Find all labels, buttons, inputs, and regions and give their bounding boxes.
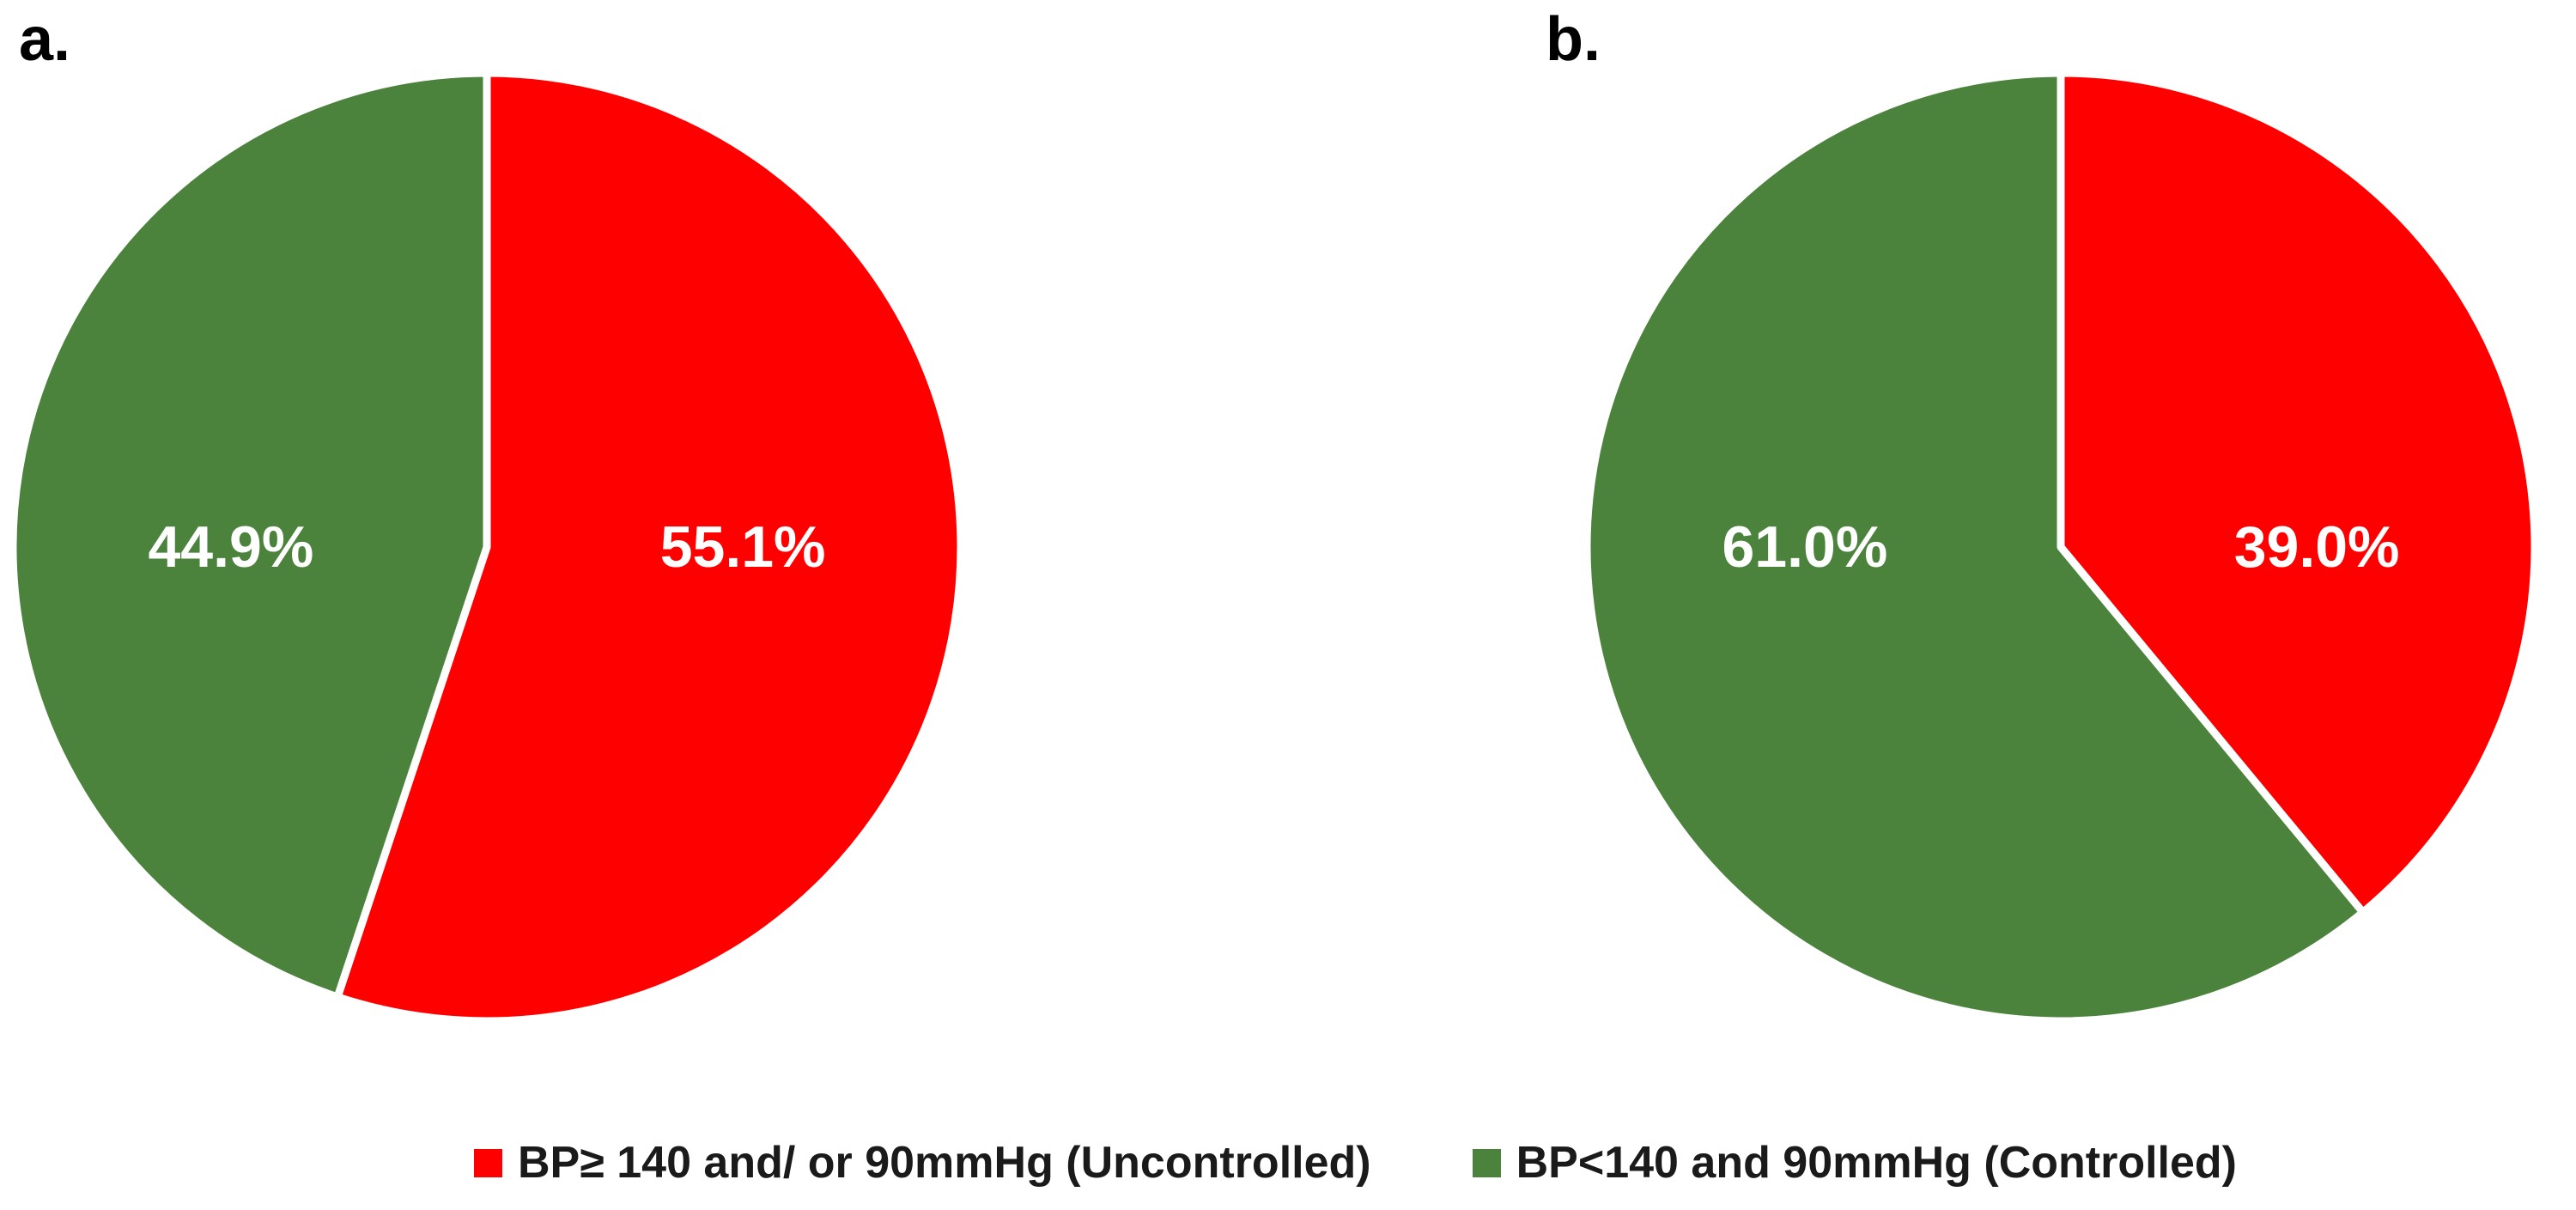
panel-a-label: a. xyxy=(19,5,71,74)
pie-slice xyxy=(2057,69,2539,916)
pie-slice-label: 39.0% xyxy=(2234,514,2400,580)
pie-slice-label: 61.0% xyxy=(1722,514,1887,580)
pie-slice xyxy=(333,69,965,1025)
chart-legend: BP≥ 140 and/ or 90mmHg (Uncontrolled) BP… xyxy=(474,1138,2237,1188)
pie-slice-label: 44.9% xyxy=(148,514,313,580)
pie-slice xyxy=(1583,69,2367,1025)
panel-b-label: b. xyxy=(1546,5,1601,74)
pie-slice-label: 55.1% xyxy=(660,514,826,580)
legend-item-controlled: BP<140 and 90mmHg (Controlled) xyxy=(1472,1138,2237,1188)
pie-chart-a: 55.1% 44.9% xyxy=(9,69,965,1025)
pie-slice xyxy=(9,69,491,1001)
legend-label-uncontrolled: BP≥ 140 and/ or 90mmHg (Uncontrolled) xyxy=(518,1138,1371,1188)
pie-chart-b: 39.0% 61.0% xyxy=(1583,69,2539,1025)
legend-swatch-red-icon xyxy=(474,1149,502,1178)
legend-item-uncontrolled: BP≥ 140 and/ or 90mmHg (Uncontrolled) xyxy=(474,1138,1371,1188)
legend-swatch-green-icon xyxy=(1472,1149,1501,1178)
legend-label-controlled: BP<140 and 90mmHg (Controlled) xyxy=(1516,1138,2237,1188)
